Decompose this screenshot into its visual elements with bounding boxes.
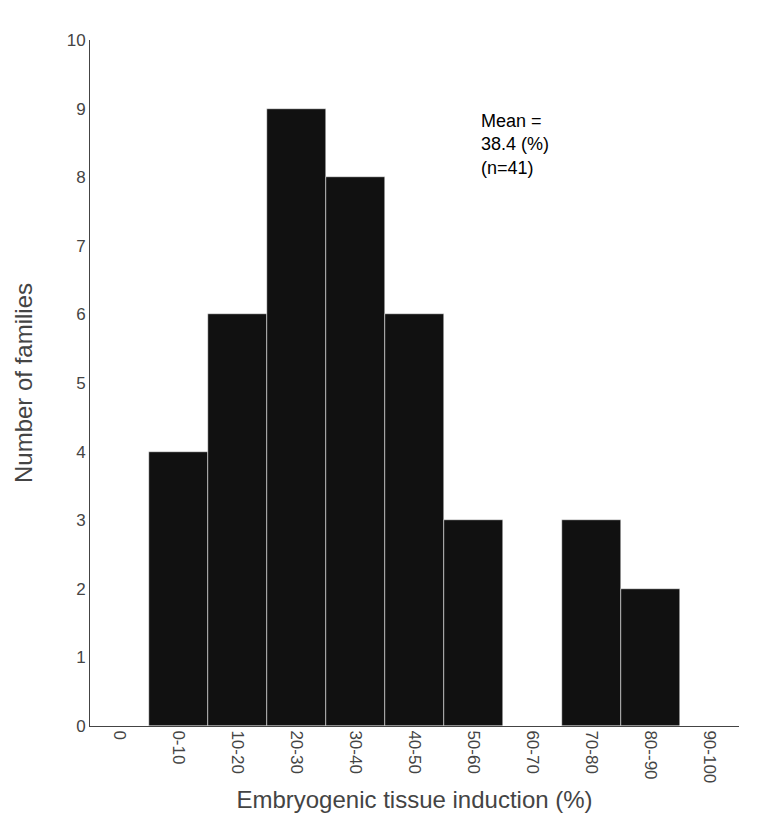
svg-text:50-60: 50-60 — [464, 730, 483, 773]
svg-text:10: 10 — [67, 31, 86, 50]
svg-text:70-80: 70-80 — [582, 730, 601, 773]
svg-text:4: 4 — [76, 443, 85, 462]
svg-text:0-10: 0-10 — [169, 730, 188, 764]
svg-text:0: 0 — [76, 717, 85, 736]
svg-text:2: 2 — [76, 580, 85, 599]
svg-text:0: 0 — [110, 730, 129, 739]
svg-text:90-100: 90-100 — [700, 730, 719, 783]
svg-text:1: 1 — [76, 648, 85, 667]
svg-text:8: 8 — [76, 168, 85, 187]
svg-text:7: 7 — [76, 237, 85, 256]
svg-text:Number of families: Number of families — [10, 283, 37, 483]
svg-text:5: 5 — [76, 374, 85, 393]
svg-text:60-70: 60-70 — [523, 730, 542, 773]
svg-text:3: 3 — [76, 511, 85, 530]
svg-text:30-40: 30-40 — [346, 730, 365, 773]
svg-text:Mean =38.4 (%)(n=41): Mean =38.4 (%)(n=41) — [481, 111, 549, 178]
svg-text:Embryogenic tissue induction (: Embryogenic tissue induction (%) — [236, 786, 592, 813]
svg-text:80--90: 80--90 — [641, 730, 660, 779]
svg-text:40-50: 40-50 — [405, 730, 424, 773]
svg-text:20-30: 20-30 — [287, 730, 306, 773]
svg-text:6: 6 — [76, 305, 85, 324]
svg-text:9: 9 — [76, 100, 85, 119]
svg-text:10-20: 10-20 — [228, 730, 247, 773]
